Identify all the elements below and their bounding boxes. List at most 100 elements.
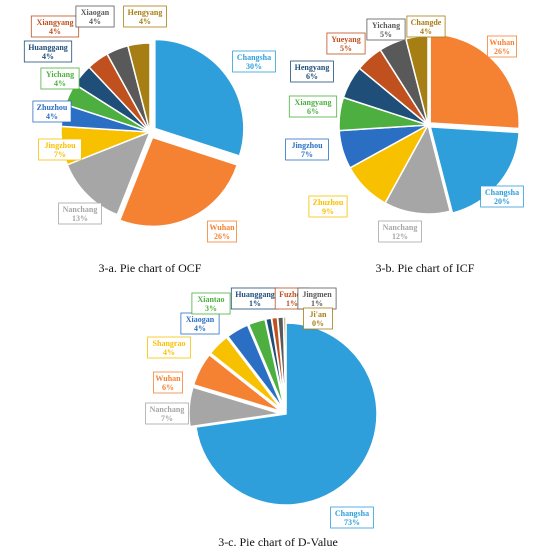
slice-name: Jingzhou (44, 141, 76, 150)
slice-percent: 6% (306, 72, 318, 81)
pie-slice-xiantao (247, 318, 285, 409)
slice-name: Huanggang (28, 43, 68, 52)
caption-d-value: 3-c. Pie chart of D-Value (218, 535, 338, 549)
slice-percent: 30% (246, 62, 262, 71)
slice-percent: 4% (139, 17, 151, 26)
pie-slice-wuhan (192, 353, 282, 412)
slice-percent: 12% (392, 232, 408, 241)
pie-chart-d-value: Changsha73%Nanchang7%Wuhan6%Shangrao4%Xi… (145, 287, 378, 529)
slice-percent: 4% (163, 348, 175, 357)
slice-name: Xiangyang (295, 98, 332, 107)
slice-percent: 26% (494, 47, 510, 56)
slice-name: Jingmen (302, 290, 332, 299)
slice-name: Wuhan (155, 374, 181, 383)
slice-name: Changsha (485, 188, 519, 197)
slice-name: Hengyang (295, 63, 330, 72)
pie-slice-ji-an (282, 316, 287, 409)
slice-name: Xiantao (197, 295, 224, 304)
caption-ocf: 3-a. Pie chart of OCF (99, 261, 202, 275)
slice-percent: 1% (249, 299, 261, 308)
caption-icf: 3-b. Pie chart of ICF (376, 261, 475, 275)
slice-percent: 4% (420, 27, 432, 36)
slice-percent: 4% (46, 112, 58, 121)
slice-percent: 20% (494, 197, 510, 206)
slice-name: Fuzhou (279, 290, 305, 299)
pie-slice-shangrao (209, 336, 283, 411)
pie-slice-xiaogan (226, 324, 284, 410)
slice-percent: 13% (72, 214, 88, 223)
slice-name: Jingzhou (291, 141, 323, 150)
slice-percent: 4% (194, 324, 206, 333)
slice-name: Zhuzhou (37, 103, 68, 112)
slice-name: Xiangyang (37, 18, 74, 27)
slice-name: Changsha (335, 509, 369, 518)
slice-name: Huanggang (235, 290, 275, 299)
slice-percent: 3% (205, 304, 217, 313)
slice-percent: 26% (214, 232, 230, 241)
pie-slice-changsha (154, 38, 245, 157)
slice-percent: 7% (161, 414, 173, 423)
slice-percent: 7% (54, 150, 66, 159)
pie-slice-changsha (429, 126, 520, 215)
slice-name: Xiaogan (186, 315, 215, 324)
slice-percent: 7% (301, 150, 313, 159)
slice-label-ji-an: Ji'an0% (303, 307, 333, 330)
slice-name: Nanchang (383, 223, 418, 232)
slice-name: Nanchang (150, 405, 185, 414)
slice-name: Yichang (372, 21, 400, 30)
slice-percent: 1% (311, 299, 323, 308)
slice-percent: 73% (344, 518, 360, 527)
slice-percent: 9% (322, 207, 334, 216)
pie-slice-wuhan (118, 136, 239, 228)
slice-percent: 4% (49, 27, 61, 36)
slice-percent: 6% (307, 107, 319, 116)
slice-percent: 5% (340, 44, 352, 53)
slice-percent: 5% (380, 30, 392, 39)
slice-name: Shangrao (153, 339, 186, 348)
slice-percent: 0% (312, 319, 324, 328)
slice-percent: 4% (42, 52, 54, 61)
slice-name: Zhuzhou (313, 198, 344, 207)
pie-slice-nanchang (66, 130, 152, 216)
slice-percent: 4% (89, 17, 101, 26)
pie-slice-hengyang (126, 42, 151, 133)
pie-slice-changsha (195, 322, 378, 506)
slice-name: Xiaogan (81, 8, 110, 17)
slice-name: Nanchang (63, 205, 98, 214)
slice-name: Wuhan (209, 223, 235, 232)
pie-slice-nanchang (384, 122, 452, 215)
slice-percent: 1% (286, 299, 298, 308)
slice-percent: 4% (54, 79, 66, 88)
slice-name: Changde (411, 18, 442, 27)
slice-name: Yueyang (331, 35, 361, 44)
